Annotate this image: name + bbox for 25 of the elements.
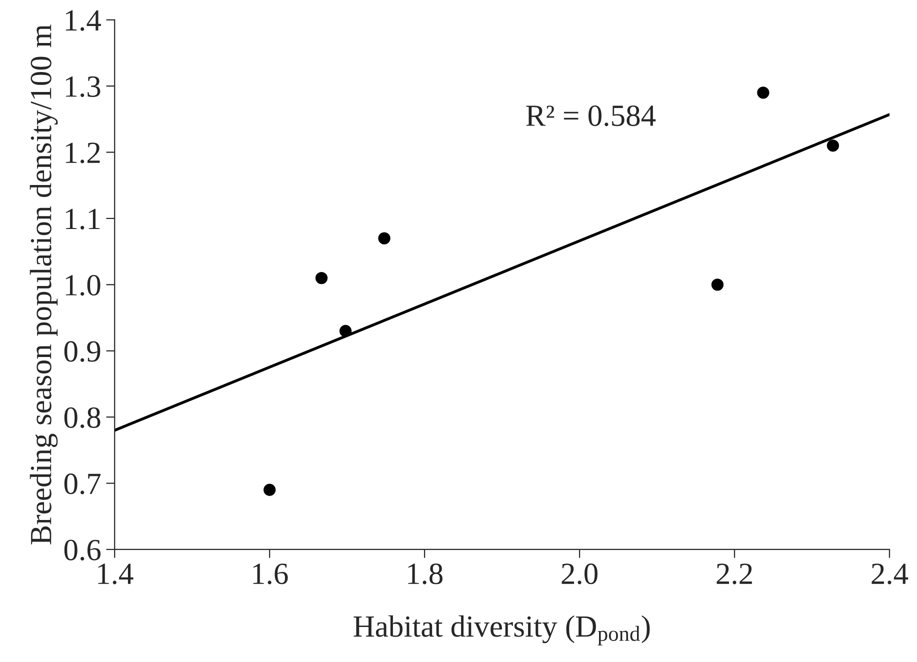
annotation: R² = 0.584 [526,105,656,126]
x-tick-label: 1.4 [98,564,134,584]
point [339,324,352,338]
x-tick-label: 2.4 [872,564,908,584]
x-tick-label: 2.0 [562,564,598,584]
y-tick-label: 1.0 [66,274,100,296]
x-tick-label: 1.6 [253,564,288,584]
y-tick-label: 1.1 [66,208,100,230]
point [315,272,328,284]
point [264,484,276,496]
y-tick-label: 0.8 [64,407,100,428]
x-tick-label: 1.8 [408,564,443,584]
y-tick-label: 0.7 [64,474,101,494]
x-tick-label: 2.2 [716,564,752,584]
y-tick-label: 0.6 [64,540,101,560]
y-tick-label: 1.2 [66,142,100,164]
y-tick-label: 1.4 [66,10,101,31]
y-tick-label: 1.3 [66,76,100,98]
point [378,232,390,244]
point [757,86,770,99]
point [826,140,839,152]
y-tick-label: 0.9 [64,341,100,362]
y-axis-title: Breeding season population density/100 m [30,24,58,544]
point [711,278,724,291]
x-axis-title: Habitat diversity (D$_{pond}$) [354,615,650,646]
